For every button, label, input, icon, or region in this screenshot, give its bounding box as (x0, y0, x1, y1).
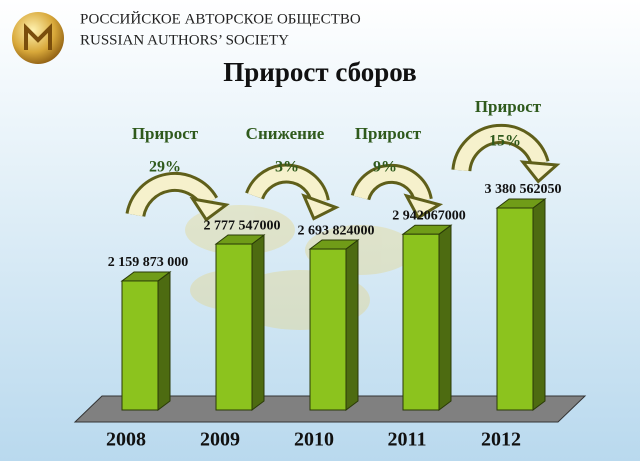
bar-front (121, 280, 159, 411)
bar (308, 239, 360, 411)
annotation-label: Прирост (475, 97, 542, 116)
bar-side (532, 198, 546, 411)
logo-mark (24, 23, 52, 50)
x-tick-label: 2011 (388, 429, 427, 451)
annotation-change: 9% (373, 159, 397, 176)
arrow-body (128, 174, 216, 217)
org-name-ru: РОССИЙСКОЕ АВТОРСКОЕ ОБЩЕСТВО (80, 10, 361, 27)
bar (401, 224, 453, 411)
arrow-body (454, 126, 547, 172)
bar-front (496, 207, 534, 411)
chart-title: Прирост сборов (223, 57, 416, 87)
annotation-label: Снижение (246, 124, 325, 143)
bar (214, 234, 266, 411)
annotation-change: 29% (149, 159, 181, 176)
x-tick-label: 2012 (481, 429, 521, 451)
org-name-en: RUSSIAN AUTHORS’ SOCIETY (80, 32, 289, 48)
value-label: 3 380 562050 (485, 182, 562, 197)
arrow-head (301, 193, 340, 221)
annotation-change: 3% (275, 159, 299, 176)
bar-front (215, 243, 253, 411)
arrow-head (403, 193, 444, 220)
value-label: 2 942067000 (392, 208, 466, 223)
arrow-body (247, 166, 327, 204)
value-label: 2 693 824000 (298, 223, 375, 238)
value-label: 2 777 547000 (204, 218, 281, 233)
x-tick-label: 2010 (294, 429, 334, 451)
bar (495, 198, 547, 411)
x-tick-label: 2008 (106, 429, 146, 451)
bar-side (251, 234, 265, 411)
arrow-head (519, 160, 561, 184)
bar-side (345, 239, 359, 411)
annotation-label: Прирост (132, 124, 199, 143)
x-tick-label: 2009 (200, 429, 240, 451)
arrow-body (353, 166, 430, 202)
value-label: 2 159 873 000 (108, 255, 189, 270)
annotation-change: 15% (489, 133, 521, 150)
bar-front (402, 233, 440, 411)
arrow-head (189, 196, 230, 222)
bar-side (157, 270, 171, 411)
annotation-label: Прирост (355, 124, 422, 143)
bar-side (438, 224, 452, 411)
bar-front (309, 248, 347, 411)
bar (120, 270, 172, 411)
